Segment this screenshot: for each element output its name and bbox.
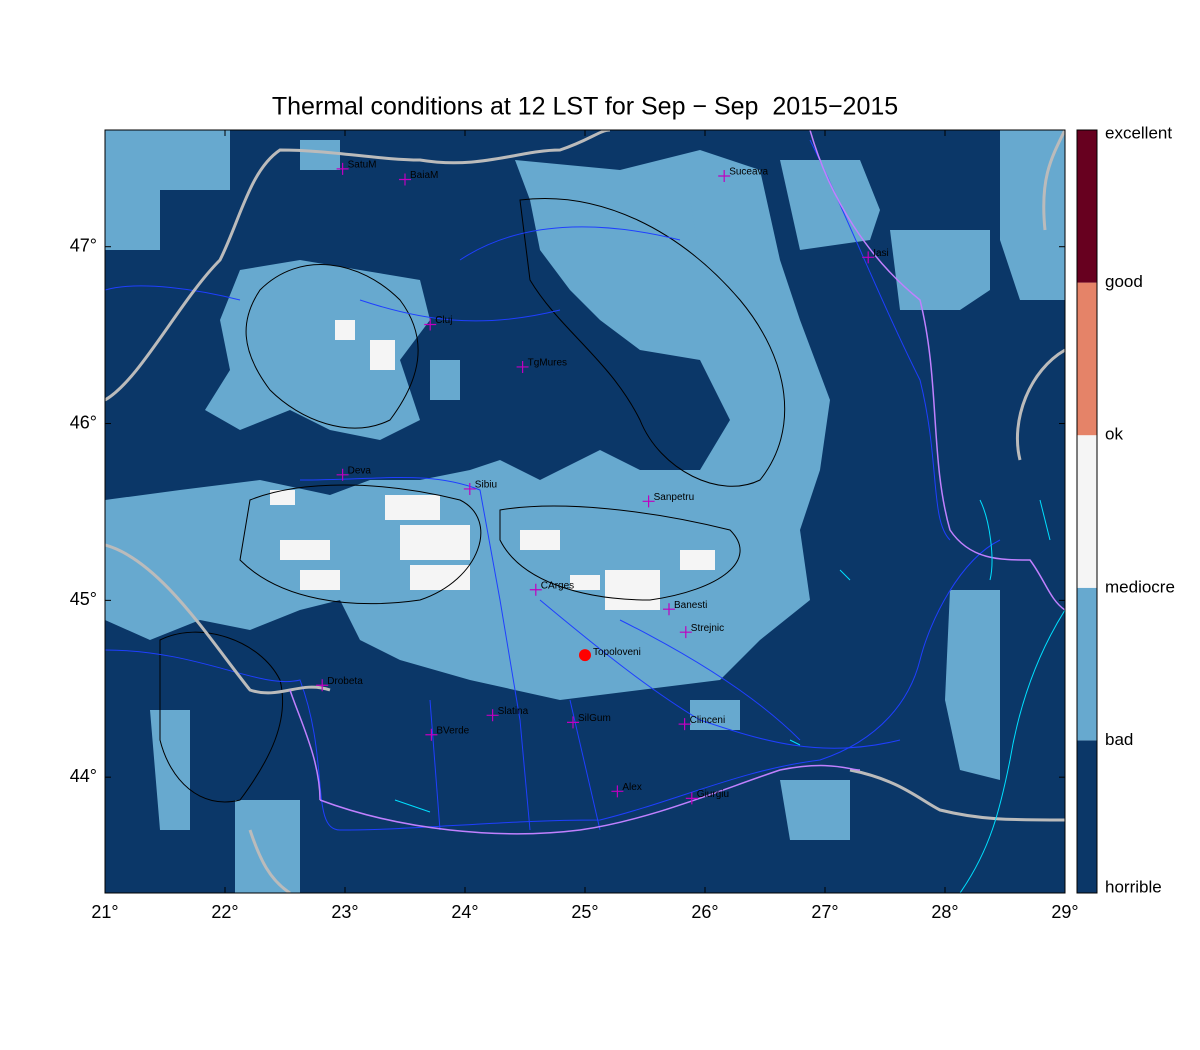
city-label: CArges [541, 580, 574, 591]
colorbar-segment [1077, 740, 1097, 893]
city-label: SilGum [578, 713, 611, 724]
colorbar-label: good [1105, 272, 1143, 291]
city-label: SatuM [348, 160, 377, 171]
city-label: Slatina [498, 706, 529, 717]
colorbar-segment [1077, 587, 1097, 741]
city-marker [336, 162, 349, 175]
city-label: Sibiu [475, 480, 497, 491]
map-title: Thermal conditions at 12 LST for Sep − S… [272, 93, 898, 121]
y-tick-label: 45° [70, 589, 97, 609]
highlight-marker [579, 649, 591, 662]
city-marker [516, 360, 529, 373]
city-marker [718, 169, 731, 182]
colorbar-label: bad [1105, 730, 1133, 749]
colorbar-label: mediocre [1105, 577, 1175, 596]
x-tick-label: 25° [571, 902, 598, 922]
city-label: Drobeta [327, 676, 363, 687]
city-marker [567, 716, 579, 729]
colorbar-label: horrible [1105, 877, 1162, 896]
colorbar-segment [1077, 435, 1097, 588]
city-label: Clinceni [690, 715, 726, 726]
city-marker [663, 603, 675, 616]
x-tick-label: 26° [691, 902, 718, 922]
colorbar-label: ok [1105, 425, 1123, 444]
city-marker [679, 626, 692, 639]
city-marker [678, 718, 691, 731]
city-marker [399, 173, 411, 186]
colorbar: horrible bad mediocre ok good excellent [1076, 123, 1175, 896]
x-tick-label: 28° [931, 902, 958, 922]
city-label: Cluj [435, 315, 452, 326]
rivers [105, 139, 1001, 831]
city-label: Strejnic [691, 623, 724, 634]
y-tick-label: 44° [70, 766, 97, 786]
colorbar-frame [1076, 129, 1098, 894]
y-tick-label: 47° [70, 235, 97, 255]
city-marker [336, 468, 349, 481]
city-label: BaiaM [410, 170, 438, 181]
city-marker [424, 318, 437, 331]
coast-lakes [394, 499, 1065, 893]
city-label: Giurgiu [697, 789, 729, 800]
colorbar-segment [1077, 282, 1097, 436]
city-marker [463, 482, 476, 495]
mediocre-zones [270, 320, 715, 610]
city-label: Suceava [729, 167, 768, 178]
city-label: Iasi [873, 248, 889, 259]
city-marker [642, 495, 655, 508]
y-tick-label: 46° [70, 412, 97, 432]
highlight-label: Topoloveni [593, 647, 641, 658]
city-label: Banesti [674, 600, 707, 611]
colorbar-label: excellent [1105, 123, 1172, 142]
city-label: TgMures [528, 358, 567, 369]
x-tick-label: 29° [1051, 902, 1078, 922]
city-label: Alex [622, 782, 641, 793]
x-tick-label: 21° [91, 902, 118, 922]
x-tick-label: 23° [331, 902, 358, 922]
country-borders [105, 130, 1065, 893]
city-marker [685, 792, 698, 805]
x-tick-label: 27° [811, 902, 838, 922]
map-area: SatuM BaiaM Suceava Iasi Cluj TgMures Deva Sibi… [105, 130, 1065, 893]
city-marker [611, 785, 624, 798]
cities: SatuM BaiaM Suceava Iasi Cluj TgMures Deva Sibi… [316, 160, 889, 805]
romania-border [289, 130, 1065, 835]
x-tick-label: 24° [451, 902, 478, 922]
city-label: Sanpetru [654, 492, 695, 503]
axis-ticks: 21° 22° 23° 24° 25° 26° 27° 28° 29° 44° 45° 46° 47° [70, 130, 1079, 922]
city-marker [486, 709, 499, 722]
city-label: Deva [348, 465, 372, 476]
city-label: BVerde [436, 725, 469, 736]
city-marker [529, 583, 542, 596]
city-marker [862, 251, 875, 264]
relief-contours [159, 198, 786, 803]
city-marker [425, 728, 438, 741]
x-tick-label: 22° [211, 902, 238, 922]
colorbar-segment [1077, 130, 1097, 283]
city-marker [316, 679, 329, 692]
